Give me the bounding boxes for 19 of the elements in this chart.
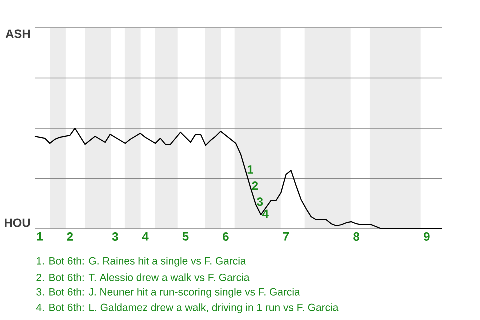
x-tick-label: 1 [37, 232, 44, 241]
x-tick-label: 3 [112, 232, 118, 242]
text: 1. Bot 6th: G. Raines hit a single vs F. Garcia [37, 257, 246, 267]
text: ASH [6, 30, 30, 38]
x-tick-label: 2 [67, 232, 74, 241]
annotation: 3 [257, 198, 264, 206]
text: HOU [5, 218, 30, 228]
annotation: 2 [252, 182, 258, 190]
text: 2. Bot 6th: T. Alessio drew a walk vs F. Garcia [36, 274, 250, 282]
annotation: 4 [262, 210, 269, 218]
text: 3. Bot 6th: J. Neuner hit a run-scoring single vs F. Garcia [36, 288, 300, 298]
x-tick-label: 6 [223, 232, 229, 241]
x-tick-label: 5 [182, 232, 189, 241]
text: 4. Bot 6th: L. Galdamez drew a walk, driving in 1 run vs F. Garcia [36, 304, 339, 314]
x-tick-label: 9 [424, 232, 430, 241]
x-tick-label: 7 [283, 232, 290, 241]
annotation: 1 [248, 166, 254, 174]
x-tick-label: 8 [354, 232, 360, 241]
x-tick-label: 4 [142, 232, 149, 241]
